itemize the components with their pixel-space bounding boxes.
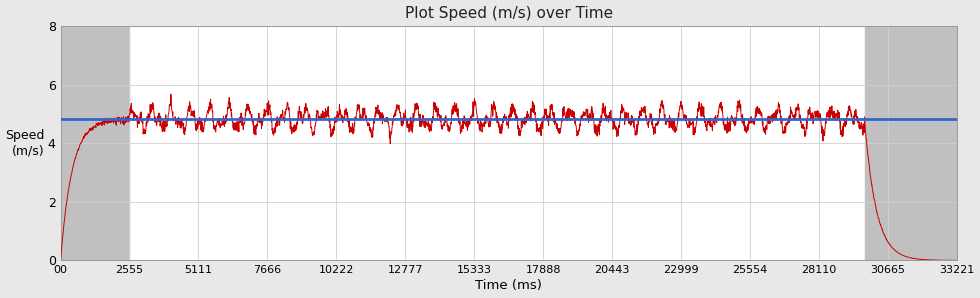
Title: Plot Speed (m/s) over Time: Plot Speed (m/s) over Time: [405, 6, 612, 21]
X-axis label: Time (ms): Time (ms): [475, 280, 542, 292]
Bar: [61, 26, 129, 260]
Y-axis label: Speed
(m/s): Speed (m/s): [6, 129, 45, 157]
Bar: [864, 26, 956, 260]
